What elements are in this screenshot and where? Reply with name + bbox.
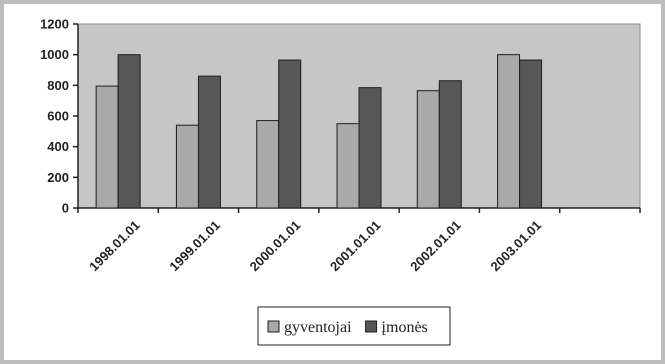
x-tick-label: 2003.01.01: [488, 218, 545, 275]
bar-įmonės: [197, 75, 221, 209]
bar-įmonės: [117, 54, 141, 209]
y-tick-label: 400: [47, 139, 69, 154]
bar-gyventojai: [336, 123, 360, 209]
legend-swatch-įmonės: [365, 320, 378, 333]
x-tick-label: 1999.01.01: [166, 218, 223, 275]
y-tick-label: 0: [62, 201, 69, 216]
bar-įmonės: [358, 87, 382, 209]
y-tick-label: 800: [47, 78, 69, 93]
y-tick-label: 1200: [40, 17, 69, 32]
bar-gyventojai: [256, 120, 280, 209]
legend-swatch-gyventojai: [267, 320, 280, 333]
bar-įmonės: [438, 80, 462, 209]
bar-gyventojai: [497, 54, 521, 209]
bar-įmonės: [278, 59, 302, 209]
bar-įmonės: [519, 59, 543, 209]
y-tick-label: 600: [47, 109, 69, 124]
x-tick-label: 2002.01.01: [407, 218, 464, 275]
x-tick-label: 2000.01.01: [247, 218, 304, 275]
y-tick-label: 200: [47, 170, 69, 185]
legend-label-įmonės: įmonės: [382, 319, 428, 336]
x-tick-label: 2001.01.01: [327, 218, 384, 275]
y-tick-label: 1000: [40, 47, 69, 62]
bar-gyventojai: [95, 85, 119, 209]
bar-gyventojai: [416, 90, 440, 209]
legend-label-gyventojai: gyventojai: [284, 319, 352, 336]
bar-gyventojai: [175, 124, 199, 209]
x-tick-label: 1998.01.01: [86, 218, 143, 275]
legend-box: [257, 306, 451, 346]
